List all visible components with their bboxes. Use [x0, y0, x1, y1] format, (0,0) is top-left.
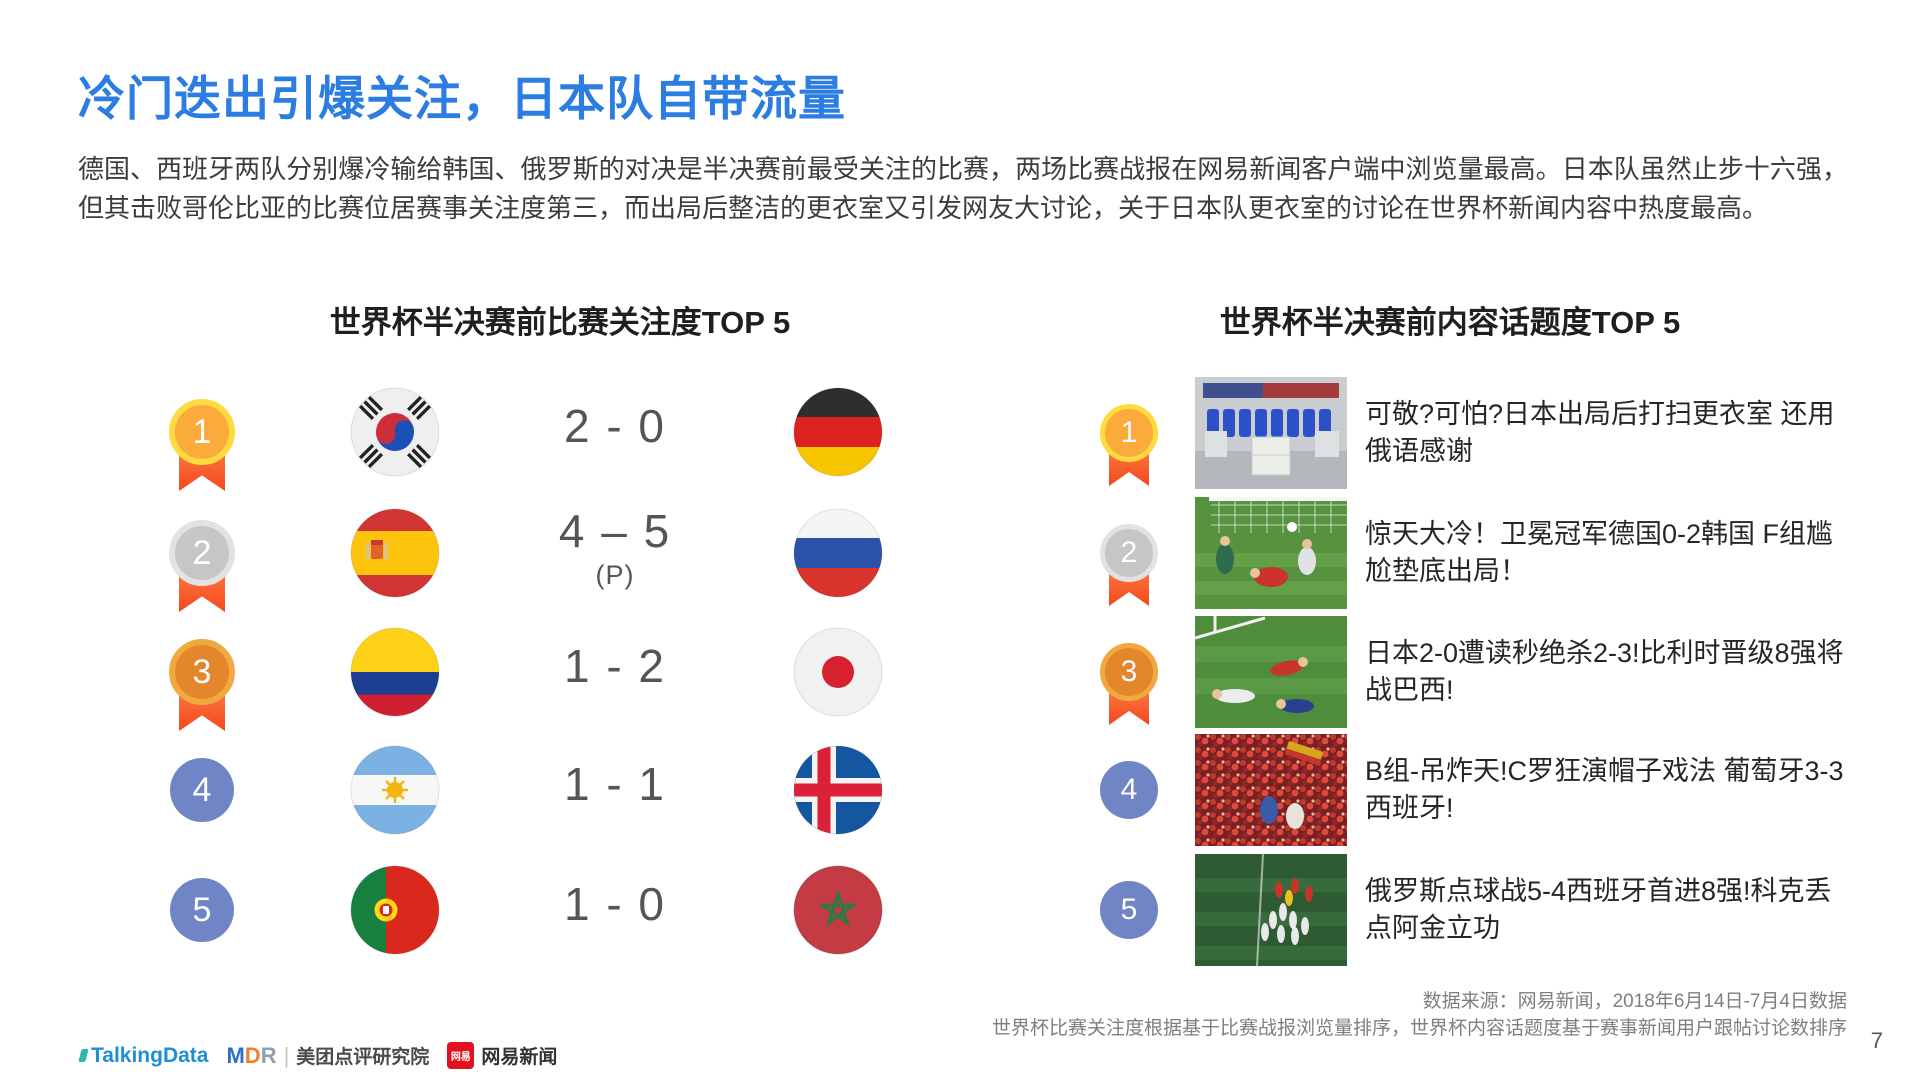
- news-title: 俄罗斯点球战5-4西班牙首进8强!科克丢点阿金立功: [1365, 876, 1832, 943]
- left-panel-header: 世界杯半决赛前比赛关注度TOP 5: [329, 305, 791, 340]
- news-thumbnail-pitch-celebration: [1195, 854, 1347, 966]
- rank-5-badge: 5: [1100, 881, 1158, 939]
- rank-number: 2: [1100, 524, 1158, 582]
- news-thumbnail-locker-room: [1195, 377, 1347, 489]
- source-line-2: 世界杯比赛关注度根据基于比赛战报浏览量排序，世界杯内容话题度基于赛事新闻用户跟帖…: [991, 1018, 1847, 1039]
- intro-paragraph: 德国、西班牙两队分别爆冷输给韩国、俄罗斯的对决是半决赛前最受关注的比赛，两场比赛…: [78, 154, 1848, 223]
- talkingdata-logo: TalkingData: [78, 1044, 208, 1068]
- news-title: 可敬?可怕?日本出局后打扫更衣室 还用俄语感谢: [1365, 399, 1835, 466]
- meituan-dianping-research-logo: M D R | 美团点评研究院: [226, 1042, 430, 1069]
- data-source-note: 数据来源：网易新闻，2018年6月14日-7月4日数据 世界杯比赛关注度根据基于…: [992, 988, 1847, 1042]
- flag-colombia-icon: [350, 627, 440, 717]
- silver-medal-icon: 2: [169, 520, 235, 620]
- news-thumbnail-japan-belgium: [1195, 616, 1347, 728]
- news-title: B组-吊炸天!C罗狂演帽子戏法 葡萄牙3-3西班牙!: [1365, 756, 1844, 823]
- score-row-3: 1 - 2: [563, 640, 667, 692]
- rank-4-badge: 4: [170, 758, 234, 822]
- bronze-medal-icon: 3: [169, 639, 235, 739]
- talkingdata-tick-icon: [78, 1049, 89, 1062]
- rank-number: 1: [169, 399, 235, 465]
- score-row-2: 4 – 5 (P): [505, 506, 725, 590]
- flag-argentina-icon: [350, 745, 440, 835]
- flag-portugal-icon: [350, 865, 440, 955]
- news-title: 惊天大冷！卫冕冠军德国0-2韩国 F组尴尬垫底出局！: [1365, 519, 1834, 586]
- rank-number: 1: [1100, 404, 1158, 462]
- netease-badge-icon: 网易: [447, 1042, 475, 1069]
- rank-number: 2: [169, 520, 235, 586]
- flag-russia-icon: [793, 508, 883, 598]
- flag-germany-icon: [793, 387, 883, 477]
- news-thumbnail-goal-scene: [1195, 497, 1347, 609]
- logo-divider: |: [283, 1042, 290, 1068]
- source-line-1: 数据来源：网易新闻，2018年6月14日-7月4日数据: [1422, 991, 1847, 1012]
- gold-medal-icon: 1: [1100, 404, 1158, 494]
- right-panel-header: 世界杯半决赛前内容话题度TOP 5: [1219, 305, 1681, 340]
- penalty-note: (P): [595, 559, 635, 590]
- flag-iceland-icon: [793, 745, 883, 835]
- score-row-1: 2 - 0: [563, 400, 667, 452]
- rank-number: 3: [169, 639, 235, 705]
- flag-morocco-icon: [793, 865, 883, 955]
- page-title: 冷门迭出引爆关注，日本队自带流量: [78, 72, 846, 125]
- rank-5-badge: 5: [170, 878, 234, 942]
- spain-crest: [366, 540, 388, 560]
- flag-spain-icon: [350, 508, 440, 598]
- silver-medal-icon: 2: [1100, 524, 1158, 614]
- rank-4-badge: 4: [1100, 761, 1158, 819]
- score-row-4: 1 - 1: [563, 758, 667, 810]
- flag-south-korea-icon: [350, 387, 440, 477]
- flag-japan-icon: [793, 627, 883, 717]
- footer-logos: TalkingData M D R | 美团点评研究院 网易 网易新闻: [78, 1042, 557, 1069]
- rank-number: 3: [1100, 643, 1158, 701]
- news-thumbnail-red-crowd: [1195, 734, 1347, 846]
- page-number: 7: [1870, 1028, 1883, 1053]
- score-row-5: 1 - 0: [563, 878, 667, 930]
- news-title: 日本2-0遭读秒绝杀2-3!比利时晋级8强将战巴西!: [1365, 638, 1844, 705]
- netease-news-logo: 网易 网易新闻: [447, 1042, 557, 1069]
- bronze-medal-icon: 3: [1100, 643, 1158, 733]
- gold-medal-icon: 1: [169, 399, 235, 499]
